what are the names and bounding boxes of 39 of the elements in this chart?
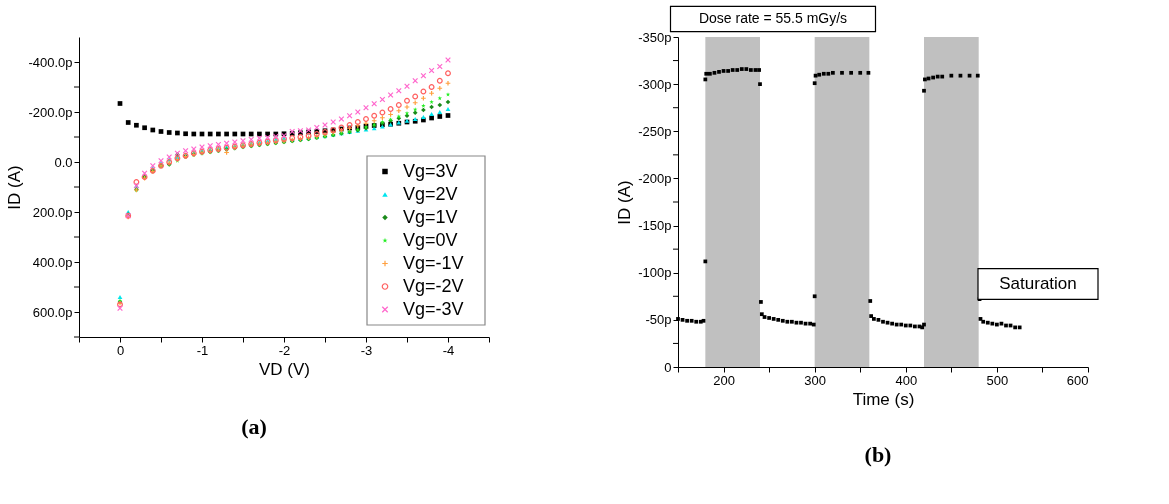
x-tick-label: 400 — [895, 372, 918, 388]
text: Dose rate = 55.5 mGy/s — [698, 10, 848, 26]
x-tick-label: 300 — [804, 372, 827, 388]
y-tick-label: -300p — [638, 76, 672, 92]
x-tick-label: -3 — [360, 342, 373, 358]
y-axis-title: ID (A) — [5, 165, 25, 210]
x-tick-label: 200 — [713, 372, 735, 388]
legend-label: Vg=-2V — [403, 275, 464, 296]
y-tick-label: 200.0p — [32, 204, 73, 220]
y-tick-label: -100p — [638, 265, 672, 281]
legend-label: Vg=3V — [403, 160, 458, 181]
legend-label: Vg=0V — [403, 229, 458, 250]
y-tick-label: -400.0p — [28, 54, 73, 70]
text: (b) — [864, 442, 892, 467]
legend-label: Vg=-3V — [403, 298, 464, 319]
y-axis-title: ID (A) — [615, 180, 635, 225]
x-tick-label: 500 — [986, 372, 1009, 388]
legend-label: Vg=1V — [403, 206, 458, 227]
text: (a) — [241, 414, 267, 439]
y-tick-label: 0 — [664, 359, 672, 375]
y-tick-label: -150p — [638, 218, 672, 234]
y-tick-label: -200.0p — [28, 104, 73, 120]
y-tick-label: -250p — [638, 123, 672, 139]
x-axis-title: VD (V) — [259, 359, 310, 379]
x-tick-label: -1 — [196, 342, 209, 358]
x-axis-title: Time (s) — [852, 389, 915, 409]
x-tick-label: 0 — [116, 342, 125, 358]
y-tick-label: -350p — [638, 29, 672, 45]
y-tick-label: -200p — [638, 170, 672, 186]
y-tick-label: 400.0p — [32, 254, 73, 270]
annotation: Saturation — [999, 274, 1077, 293]
y-tick-label: 600.0p — [32, 304, 73, 320]
x-tick-label: 600 — [1066, 372, 1089, 388]
x-tick-label: -4 — [442, 342, 455, 358]
legend-label: Vg=-1V — [403, 252, 464, 273]
legend-label: Vg=2V — [403, 183, 458, 204]
y-tick-label: 0.0 — [54, 154, 73, 170]
x-tick-label: -2 — [278, 342, 291, 358]
y-tick-label: -50p — [645, 312, 672, 328]
